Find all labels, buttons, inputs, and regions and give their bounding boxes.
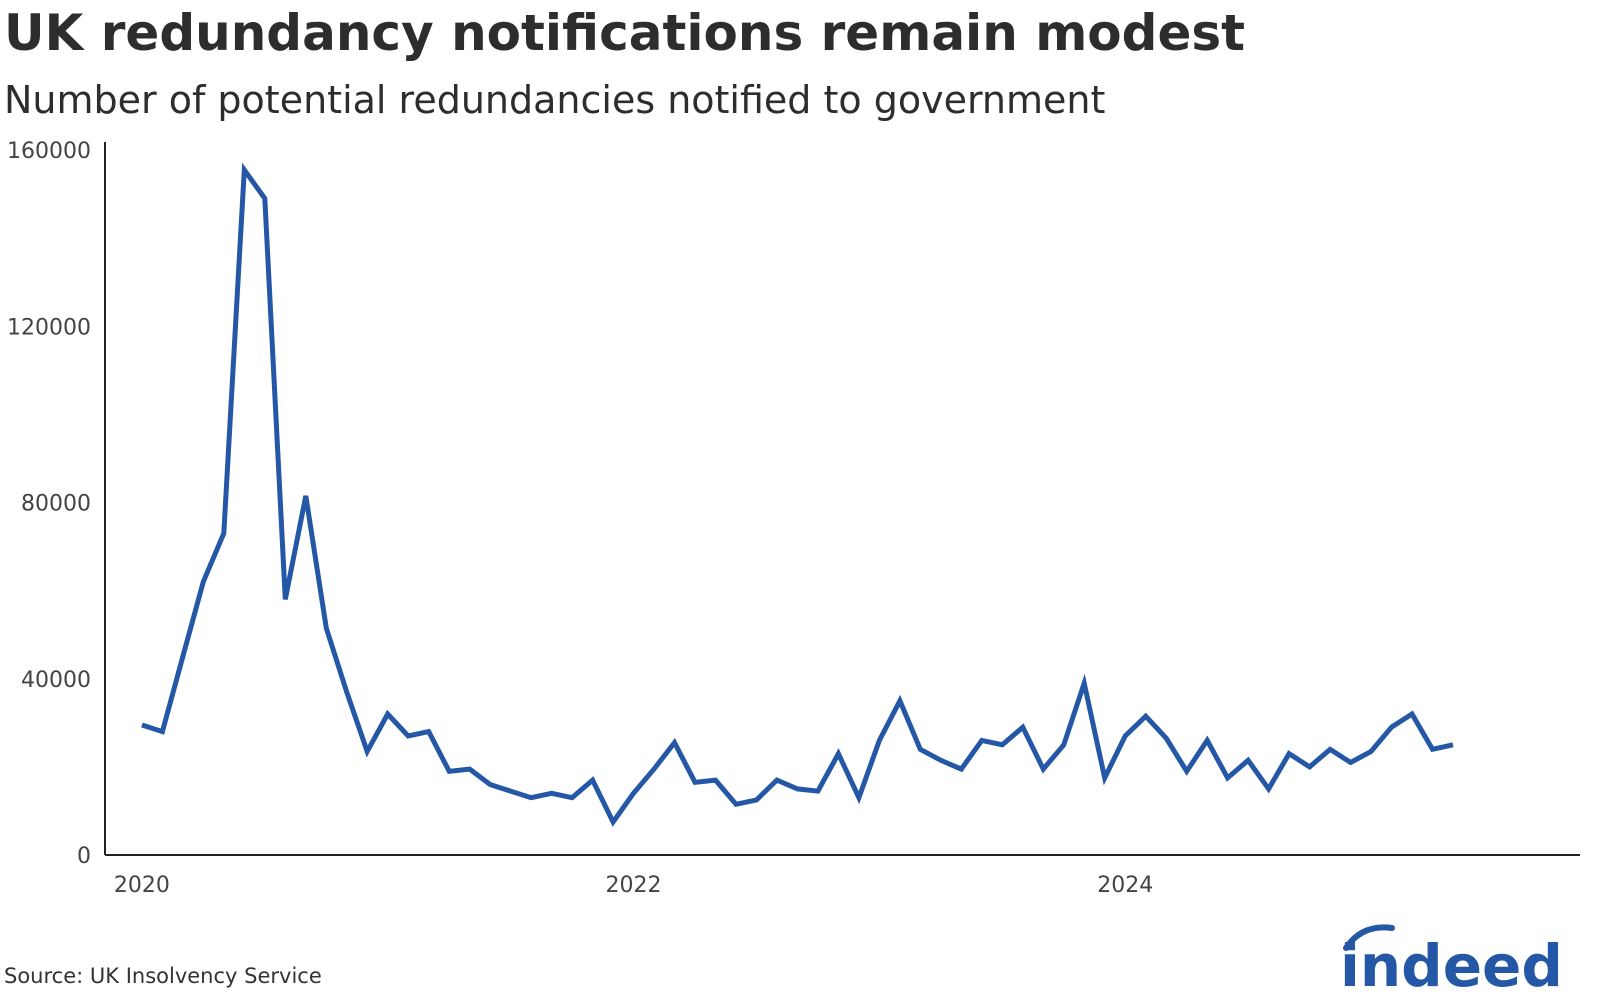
- indeed-logo: indeed: [1340, 924, 1560, 998]
- source-note: Source: UK Insolvency Service: [4, 964, 322, 988]
- chart-subtitle: Number of potential redundancies notifie…: [4, 78, 1106, 122]
- x-tick-label: 2024: [1097, 873, 1153, 898]
- chart-title: UK redundancy notifications remain modes…: [4, 4, 1246, 62]
- x-tick-label: 2022: [606, 873, 662, 898]
- logo-swoosh-icon: [1343, 924, 1395, 951]
- y-tick-label: 40000: [21, 668, 91, 693]
- logo-wordmark: indeed: [1340, 932, 1560, 998]
- y-tick-label: 120000: [7, 315, 91, 340]
- y-tick-label: 80000: [21, 492, 91, 517]
- y-tick-label: 0: [77, 844, 91, 869]
- y-tick-label: 160000: [7, 139, 91, 164]
- x-axis-ticks: 2020 2022 2024: [114, 873, 1153, 898]
- series-layer: [141, 162, 1454, 827]
- x-tick-label: 2020: [114, 873, 170, 898]
- y-axis-ticks: 0 40000 80000 120000 160000: [7, 139, 91, 869]
- series-line: [141, 162, 1454, 827]
